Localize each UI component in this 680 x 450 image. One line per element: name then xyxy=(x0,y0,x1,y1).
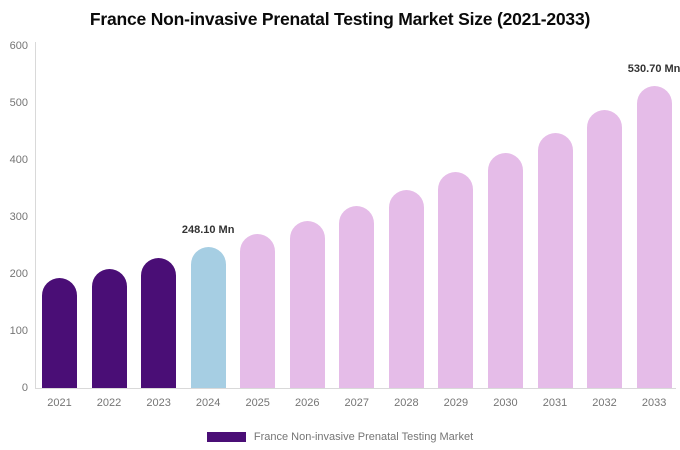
bar-2027 xyxy=(339,205,375,388)
x-tick-label-2029: 2029 xyxy=(443,397,469,409)
chart-title: France Non-invasive Prenatal Testing Mar… xyxy=(89,9,591,29)
bar-2025 xyxy=(240,234,276,388)
bar-2030 xyxy=(487,153,523,388)
bar-2022 xyxy=(91,268,127,388)
x-tick-label-2022: 2022 xyxy=(96,397,122,409)
x-axis-line xyxy=(35,388,676,389)
x-tick-label-2027: 2027 xyxy=(344,397,370,409)
bar-2033 xyxy=(636,85,672,388)
data-label-2024: 248.10 Mn xyxy=(181,223,235,236)
x-tick-label-2033: 2033 xyxy=(641,397,667,409)
legend-swatch xyxy=(206,432,246,442)
legend: France Non-invasive Prenatal Testing Mar… xyxy=(0,431,680,443)
y-axis-line xyxy=(35,42,36,388)
x-tick-label-2025: 2025 xyxy=(245,397,270,409)
bar-2032 xyxy=(587,110,623,388)
legend-label: France Non-invasive Prenatal Testing Mar… xyxy=(253,431,474,443)
bar-2029 xyxy=(438,172,474,388)
x-tick-label-2032: 2032 xyxy=(592,397,617,409)
bar-2023 xyxy=(141,258,177,388)
x-tick-label-2028: 2028 xyxy=(394,397,419,409)
x-tick-label-2031: 2031 xyxy=(542,397,568,409)
plot-area: 0 100 200 300 400 500 600 2021 2022 2023 2024 2025 2… xyxy=(9,40,680,409)
y-tick-label-300: 300 xyxy=(9,211,28,223)
bar-2028 xyxy=(388,189,424,388)
x-tick-label-2024: 2024 xyxy=(195,397,221,409)
y-tick-label-500: 500 xyxy=(9,97,28,109)
bar-2021 xyxy=(42,278,77,388)
x-tick-label-2023: 2023 xyxy=(146,397,171,409)
bar-2031 xyxy=(537,132,573,388)
y-tick-label-200: 200 xyxy=(9,268,28,280)
y-tick-label-0: 0 xyxy=(21,382,28,394)
bar-2024 xyxy=(190,246,226,388)
bar-2026 xyxy=(289,220,325,388)
data-label-2033: 530.70 Mn xyxy=(627,62,680,75)
y-tick-label-600: 600 xyxy=(9,40,28,52)
y-tick-label-400: 400 xyxy=(9,154,28,166)
x-tick-label-2026: 2026 xyxy=(295,397,320,409)
y-tick-label-100: 100 xyxy=(9,325,28,337)
x-tick-label-2021: 2021 xyxy=(47,397,72,409)
x-tick-label-2030: 2030 xyxy=(493,397,518,409)
